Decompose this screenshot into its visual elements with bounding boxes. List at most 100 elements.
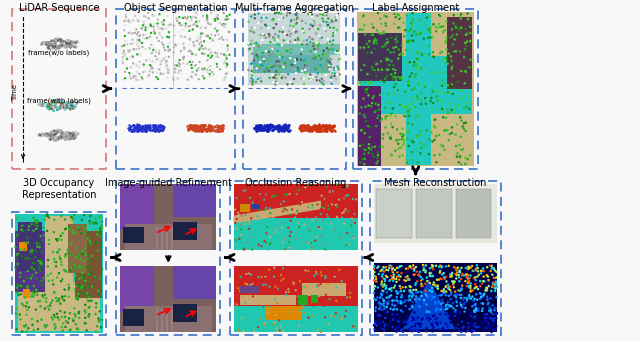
Point — [375, 295, 385, 300]
Point — [196, 125, 207, 130]
Point — [412, 93, 422, 99]
Point — [249, 30, 259, 35]
Point — [259, 69, 269, 74]
Point — [51, 44, 61, 49]
Point — [206, 50, 216, 55]
Point — [411, 287, 421, 293]
Point — [185, 127, 195, 132]
Point — [400, 114, 410, 119]
Point — [50, 38, 60, 43]
Point — [254, 123, 264, 128]
Point — [333, 48, 343, 54]
Point — [67, 105, 77, 111]
Point — [63, 39, 74, 44]
Point — [253, 217, 263, 222]
Point — [132, 37, 142, 43]
Point — [54, 134, 65, 139]
Point — [420, 288, 431, 294]
Point — [49, 135, 59, 140]
Point — [49, 103, 59, 109]
Point — [42, 133, 52, 138]
Point — [45, 42, 55, 48]
Point — [54, 134, 65, 139]
Point — [84, 311, 95, 317]
Point — [253, 273, 263, 279]
Point — [382, 57, 392, 62]
Point — [60, 41, 70, 46]
Point — [47, 42, 57, 47]
Point — [43, 132, 53, 138]
Point — [438, 290, 449, 296]
Point — [64, 104, 74, 109]
Point — [61, 43, 72, 49]
Point — [168, 75, 179, 80]
Point — [366, 79, 376, 84]
Point — [60, 226, 70, 232]
Point — [371, 108, 381, 114]
Point — [307, 14, 317, 20]
Point — [486, 315, 496, 321]
Point — [118, 77, 128, 83]
Point — [424, 309, 435, 315]
Point — [470, 302, 481, 308]
Point — [42, 39, 52, 45]
Point — [64, 101, 74, 107]
Point — [454, 327, 465, 332]
Point — [74, 315, 84, 321]
Point — [250, 126, 260, 131]
Point — [296, 128, 306, 133]
Point — [44, 133, 54, 138]
Point — [280, 45, 290, 50]
Point — [40, 40, 50, 45]
Point — [481, 285, 492, 291]
Point — [323, 58, 333, 63]
Point — [481, 287, 491, 292]
Point — [50, 101, 60, 107]
Point — [427, 293, 437, 298]
Point — [13, 261, 23, 267]
Point — [200, 25, 211, 30]
Point — [461, 299, 472, 305]
Point — [68, 130, 79, 136]
Point — [71, 40, 81, 45]
Point — [56, 314, 67, 320]
Point — [121, 14, 131, 20]
Point — [463, 264, 474, 269]
Point — [476, 268, 486, 274]
Point — [54, 134, 64, 140]
Point — [173, 60, 184, 66]
Point — [150, 128, 160, 134]
Point — [80, 278, 90, 284]
Point — [36, 101, 46, 107]
Point — [42, 132, 52, 137]
Point — [486, 316, 496, 321]
Point — [60, 133, 70, 138]
Point — [51, 130, 61, 135]
Point — [246, 41, 256, 47]
Point — [252, 126, 262, 131]
Point — [49, 39, 60, 44]
Point — [260, 125, 271, 130]
Point — [196, 128, 207, 134]
Point — [298, 122, 308, 128]
Point — [43, 134, 53, 140]
Point — [51, 130, 61, 135]
Point — [63, 287, 74, 292]
Point — [332, 72, 342, 77]
Point — [372, 265, 383, 270]
Point — [55, 42, 65, 47]
Point — [45, 42, 56, 47]
Point — [392, 137, 402, 143]
Point — [282, 127, 292, 132]
Point — [399, 132, 409, 138]
Point — [457, 283, 467, 288]
Point — [63, 133, 74, 138]
Point — [283, 72, 293, 77]
Point — [51, 137, 61, 143]
Point — [291, 236, 301, 241]
Point — [326, 124, 337, 130]
Point — [44, 103, 54, 109]
Point — [312, 40, 323, 45]
Point — [284, 124, 294, 130]
Point — [225, 52, 235, 58]
